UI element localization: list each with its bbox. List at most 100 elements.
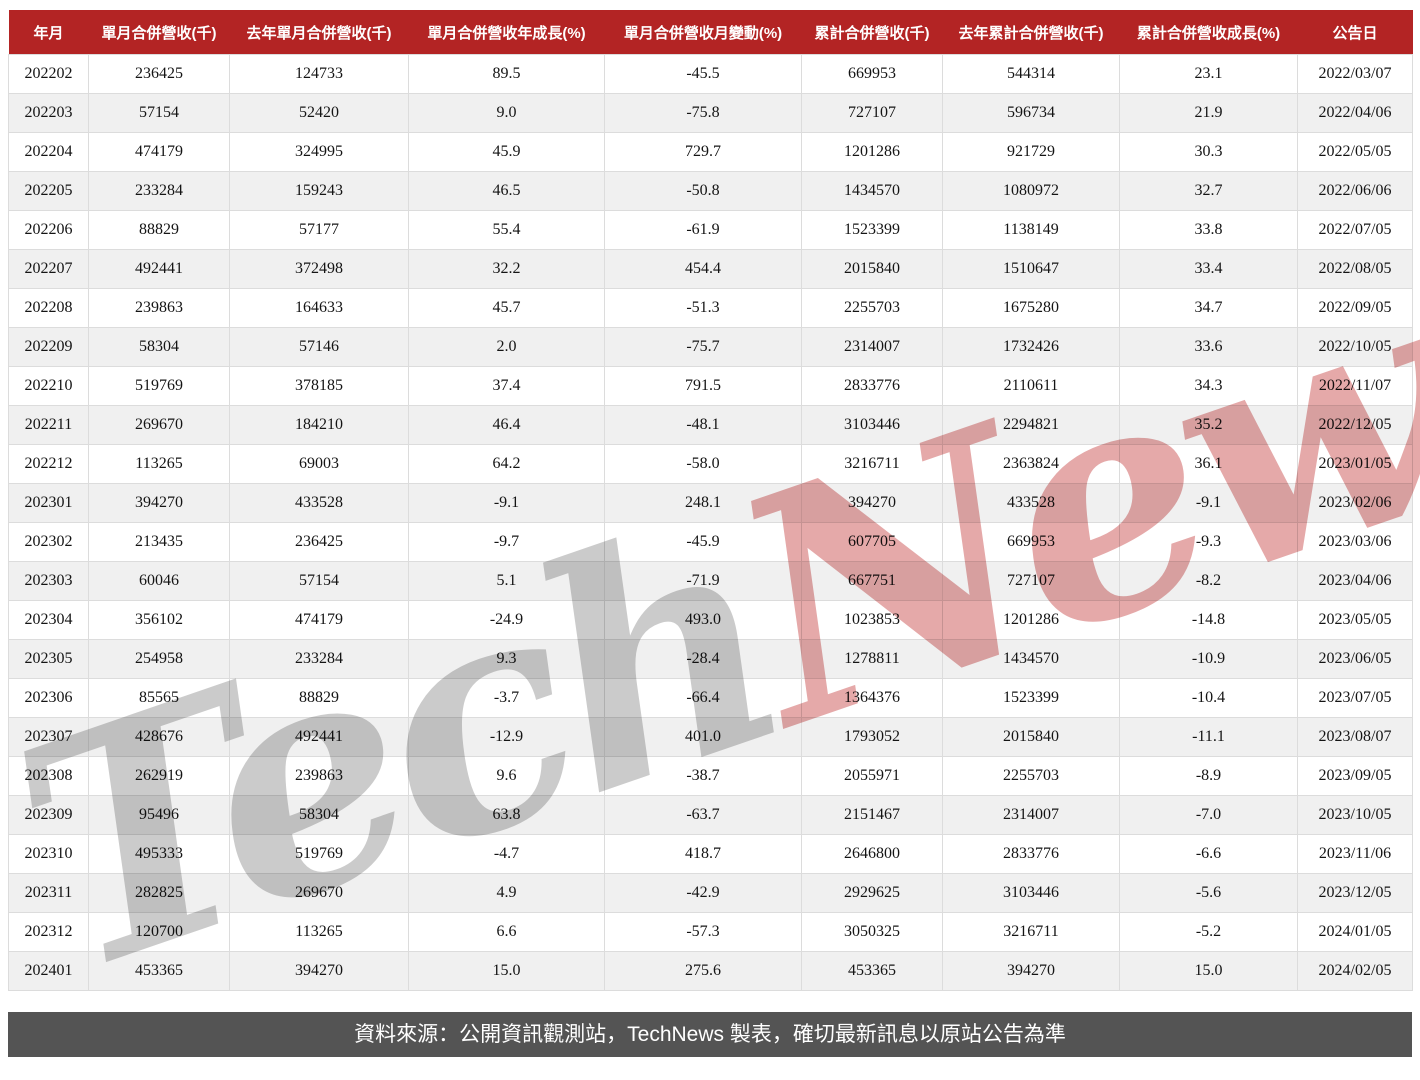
cell: 372498 xyxy=(229,249,409,289)
cell: 55.4 xyxy=(408,210,605,250)
table-row: 202303 60046 57154 5.1 -71.9 667751 727107 -8.2… xyxy=(8,561,1413,601)
cell: 202202 xyxy=(8,54,89,94)
cell: 2023/03/06 xyxy=(1297,522,1413,562)
column-header: 去年單月合併營收(千) xyxy=(229,10,409,55)
table-row: 202209 58304 57146 2.0 -75.7 2314007 1732426 33… xyxy=(8,327,1413,367)
cell: 23.1 xyxy=(1119,54,1298,94)
cell: 2314007 xyxy=(801,327,943,367)
cell: -5.6 xyxy=(1119,873,1298,913)
cell: -4.7 xyxy=(408,834,605,874)
table-row: 202205 233284 159243 46.5 -50.8 1434570 108097… xyxy=(8,171,1413,211)
cell: 492441 xyxy=(88,249,230,289)
cell: -42.9 xyxy=(604,873,802,913)
cell: 202311 xyxy=(8,873,89,913)
cell: -14.8 xyxy=(1119,600,1298,640)
cell: 519769 xyxy=(88,366,230,406)
cell: 58304 xyxy=(229,795,409,835)
cell: 32.2 xyxy=(408,249,605,289)
table-row: 202304 356102 474179 -24.9 493.0 1023853 12012… xyxy=(8,600,1413,640)
cell: -9.7 xyxy=(408,522,605,562)
table-row: 202206 88829 57177 55.4 -61.9 1523399 1138149 3… xyxy=(8,210,1413,250)
table-row: 202311 282825 269670 4.9 -42.9 2929625 3103446… xyxy=(8,873,1413,913)
column-header: 公告日 xyxy=(1297,10,1413,55)
cell: 1023853 xyxy=(801,600,943,640)
cell: 159243 xyxy=(229,171,409,211)
cell: 2833776 xyxy=(942,834,1120,874)
cell: -28.4 xyxy=(604,639,802,679)
cell: 2929625 xyxy=(801,873,943,913)
cell: 2110611 xyxy=(942,366,1120,406)
cell: 57154 xyxy=(88,93,230,133)
cell: 32.7 xyxy=(1119,171,1298,211)
cell: -48.1 xyxy=(604,405,802,445)
table-row: 202202 236425 124733 89.5 -45.5 669953 544314 2… xyxy=(8,54,1413,94)
cell: 35.2 xyxy=(1119,405,1298,445)
cell: 282825 xyxy=(88,873,230,913)
cell: -7.0 xyxy=(1119,795,1298,835)
table-row: 202208 239863 164633 45.7 -51.3 2255703 167528… xyxy=(8,288,1413,328)
cell: 233284 xyxy=(88,171,230,211)
cell: 6.6 xyxy=(408,912,605,952)
cell: -8.9 xyxy=(1119,756,1298,796)
column-header: 單月合併營收年成長(%) xyxy=(408,10,605,55)
column-header: 單月合併營收(千) xyxy=(88,10,230,55)
cell: 262919 xyxy=(88,756,230,796)
cell: 236425 xyxy=(229,522,409,562)
table-row: 202308 262919 239863 9.6 -38.7 2055971 2255703… xyxy=(8,756,1413,796)
cell: 202210 xyxy=(8,366,89,406)
cell: 394270 xyxy=(229,951,409,991)
cell: 37.4 xyxy=(408,366,605,406)
cell: 1510647 xyxy=(942,249,1120,289)
cell: -71.9 xyxy=(604,561,802,601)
cell: 2023/10/05 xyxy=(1297,795,1413,835)
cell: 120700 xyxy=(88,912,230,952)
cell: 202206 xyxy=(8,210,89,250)
cell: 269670 xyxy=(229,873,409,913)
cell: 88829 xyxy=(88,210,230,250)
cell: 493.0 xyxy=(604,600,802,640)
cell: -10.4 xyxy=(1119,678,1298,718)
cell: 2022/07/05 xyxy=(1297,210,1413,250)
cell: 124733 xyxy=(229,54,409,94)
table-body: 202202 236425 124733 89.5 -45.5 669953 544314 2… xyxy=(8,54,1413,991)
cell: 95496 xyxy=(88,795,230,835)
cell: -5.2 xyxy=(1119,912,1298,952)
cell: -3.7 xyxy=(408,678,605,718)
cell: -10.9 xyxy=(1119,639,1298,679)
cell: -66.4 xyxy=(604,678,802,718)
cell: 202312 xyxy=(8,912,89,952)
cell: 184210 xyxy=(229,405,409,445)
cell: 669953 xyxy=(801,54,943,94)
cell: -63.7 xyxy=(604,795,802,835)
cell: -45.9 xyxy=(604,522,802,562)
cell: 88829 xyxy=(229,678,409,718)
table-row: 202309 95496 58304 63.8 -63.7 2151467 2314007-… xyxy=(8,795,1413,835)
cell: 30.3 xyxy=(1119,132,1298,172)
table-row: 202307 428676 492441 -12.9 401.0 1793052 20158… xyxy=(8,717,1413,757)
cell: 33.6 xyxy=(1119,327,1298,367)
cell: 2255703 xyxy=(942,756,1120,796)
cell: 164633 xyxy=(229,288,409,328)
column-header: 單月合併營收月變動(%) xyxy=(604,10,802,55)
cell: 1523399 xyxy=(801,210,943,250)
cell: 33.8 xyxy=(1119,210,1298,250)
cell: 113265 xyxy=(88,444,230,484)
cell: 63.8 xyxy=(408,795,605,835)
cell: 2022/05/05 xyxy=(1297,132,1413,172)
cell: 57146 xyxy=(229,327,409,367)
cell: 233284 xyxy=(229,639,409,679)
header-row: 年月 單月合併營收(千) 去年單月合併營收(千) 單月合併營收年成長(%) 單月合併營收… xyxy=(8,10,1413,55)
cell: 2022/11/07 xyxy=(1297,366,1413,406)
cell: 2022/06/06 xyxy=(1297,171,1413,211)
table-row: 202211 269670 184210 46.4 -48.1 3103446 229482… xyxy=(8,405,1413,445)
cell: 239863 xyxy=(229,756,409,796)
cell: 248.1 xyxy=(604,483,802,523)
cell: 45.9 xyxy=(408,132,605,172)
table-row: 202302 213435 236425 -9.7 -45.9 607705 669953-… xyxy=(8,522,1413,562)
column-header: 累計合併營收(千) xyxy=(801,10,943,55)
cell: -75.7 xyxy=(604,327,802,367)
cell: 418.7 xyxy=(604,834,802,874)
cell: 34.7 xyxy=(1119,288,1298,328)
cell: 34.3 xyxy=(1119,366,1298,406)
cell: 36.1 xyxy=(1119,444,1298,484)
